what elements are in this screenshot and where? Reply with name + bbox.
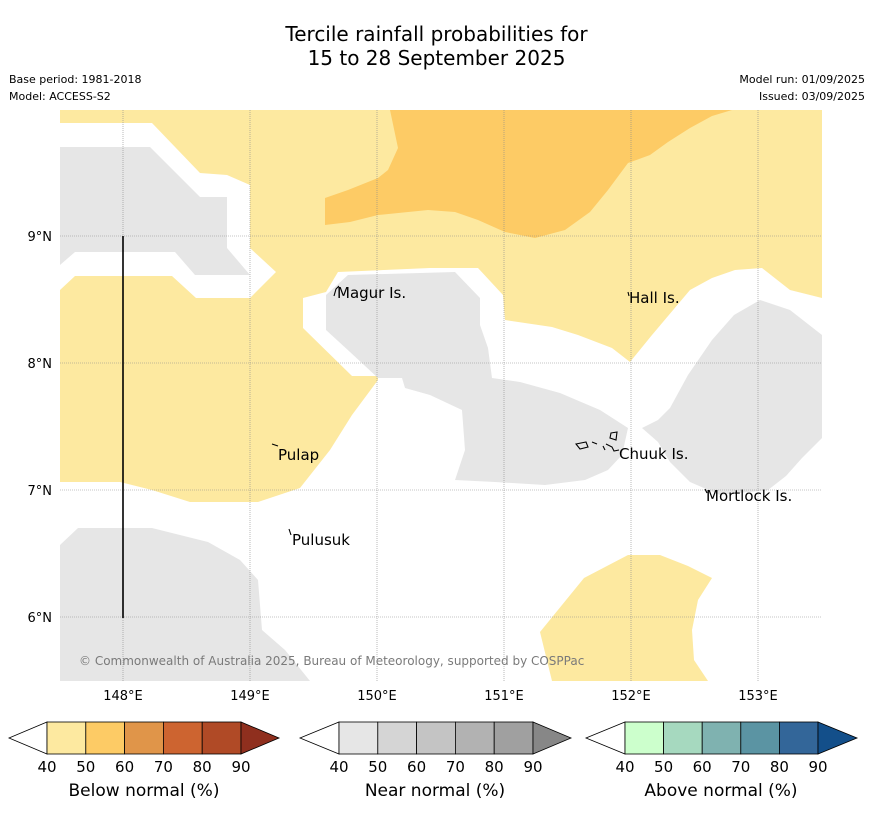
colorbar-extend-high	[532, 721, 573, 755]
latitude-ticks: 9°N 8°N 7°N 6°N	[28, 230, 53, 626]
colorbar-extend-low	[7, 721, 48, 755]
colorbar-segment	[416, 721, 456, 755]
colorbar-tick-label: 50	[76, 758, 95, 776]
colorbar-tick-label: 90	[808, 758, 827, 776]
title-line-2: 15 to 28 September 2025	[307, 46, 566, 70]
colorbar-segment	[701, 721, 742, 755]
hall-island-shape	[627, 291, 630, 297]
near-normal-region-central	[326, 272, 628, 485]
colorbar-tick-label: 70	[446, 758, 465, 776]
magur-island-shape	[333, 285, 340, 297]
lat-tick-label: 9°N	[28, 230, 53, 245]
colorbar: 40 50 60 70 80 90	[7, 721, 281, 776]
colorbar-segment	[338, 721, 379, 755]
colorbar-tick-label: 50	[654, 758, 673, 776]
lat-tick-label: 6°N	[28, 611, 53, 626]
colorbar-label-below: Below normal (%)	[68, 781, 220, 801]
colorbar-segment	[201, 721, 242, 755]
colorbar-label-above: Above normal (%)	[644, 781, 798, 801]
lat-tick-label: 8°N	[28, 357, 53, 372]
colorbar-tick-label: 60	[115, 758, 134, 776]
colorbar-extend-low	[298, 721, 340, 755]
place-label: Magur Is.	[337, 284, 406, 302]
below-normal-region-north	[60, 110, 822, 502]
colorbar-segment	[162, 721, 203, 755]
lat-tick-label: 7°N	[28, 484, 53, 499]
colorbar-segment	[85, 721, 126, 755]
model-text: Model: ACCESS-S2	[9, 90, 111, 103]
gridlines	[60, 110, 822, 681]
map-area: Magur Is. Hall Is. Pulap Chuuk Is. Mortl…	[60, 110, 822, 681]
place-label: Chuuk Is.	[619, 445, 688, 463]
colorbar-label-near: Near normal (%)	[364, 781, 506, 801]
colorbar-tick-label: 90	[231, 758, 250, 776]
colorbar-segment	[46, 721, 87, 755]
pulusuk-island-shape	[288, 528, 292, 536]
pulap-island-shape	[271, 443, 279, 447]
colorbar-extend-high	[817, 721, 859, 755]
meta-right: Model run: 01/09/2025 Issued: 03/09/2025	[739, 71, 865, 105]
chuuk-island-shapes	[575, 431, 620, 452]
near-normal-region-northwest	[60, 147, 250, 275]
colorbar-tick-label: 70	[731, 758, 750, 776]
copyright-text: © Commonwealth of Australia 2025, Bureau…	[79, 654, 584, 668]
colorbar-tick-label: 80	[770, 758, 789, 776]
lon-tick-label: 152°E	[611, 689, 651, 704]
model-run-text: Model run: 01/09/2025	[739, 73, 865, 86]
colorbar-segment	[124, 721, 164, 755]
colorbar-tick-label: 40	[615, 758, 634, 776]
colorbar-tick-label: 70	[154, 758, 173, 776]
colorbar-segment	[454, 721, 495, 755]
place-label: Hall Is.	[629, 289, 680, 307]
colorbar-tick-label: 80	[485, 758, 504, 776]
colorbar-tick-label: 40	[37, 758, 56, 776]
place-label: Mortlock Is.	[706, 487, 792, 505]
colorbar-tick-label: 60	[693, 758, 712, 776]
lon-tick-label: 150°E	[357, 689, 397, 704]
colorbars: 40 50 60 70 80 90 40 50 60 70 80 90 40 50 60 70 80 90	[7, 721, 859, 776]
colorbar-extend-high	[240, 721, 281, 755]
colorbar-segment	[663, 721, 703, 755]
mortlock-island-shape	[704, 488, 708, 494]
colorbar: 40 50 60 70 80 90	[298, 721, 573, 776]
lon-tick-label: 151°E	[484, 689, 524, 704]
title-line-1: Tercile rainfall probabilities for	[285, 22, 588, 46]
colorbar-segment	[740, 721, 780, 755]
below-normal-region-southeast	[540, 555, 712, 681]
colorbar-tick-label: 80	[193, 758, 212, 776]
near-normal-region-east	[642, 300, 822, 495]
islands	[271, 285, 708, 536]
chart-title: Tercile rainfall probabilities for 15 to…	[0, 22, 873, 70]
place-labels: Magur Is. Hall Is. Pulap Chuuk Is. Mortl…	[278, 284, 792, 549]
issued-text: Issued: 03/09/2025	[758, 90, 865, 103]
colorbar-tick-label: 50	[368, 758, 387, 776]
longitude-ticks: 148°E 149°E 150°E 151°E 152°E 153°E	[103, 689, 778, 704]
below-normal-strong-region	[325, 110, 732, 238]
meta-left: Base period: 1981-2018 Model: ACCESS-S2	[9, 71, 141, 105]
colorbar-segment	[493, 721, 534, 755]
lon-tick-label: 149°E	[230, 689, 270, 704]
colorbar-segment	[377, 721, 417, 755]
colorbar: 40 50 60 70 80 90	[584, 721, 859, 776]
colorbar-segment	[624, 721, 664, 755]
colorbar-tick-label: 90	[523, 758, 542, 776]
place-label: Pulap	[278, 446, 319, 464]
place-label: Pulusuk	[292, 531, 350, 549]
colorbar-segment	[779, 721, 819, 755]
lon-tick-label: 153°E	[738, 689, 778, 704]
colorbar-tick-label: 60	[407, 758, 426, 776]
lon-tick-label: 148°E	[103, 689, 143, 704]
colorbar-tick-label: 40	[329, 758, 348, 776]
colorbar-extend-low	[584, 721, 626, 755]
base-period-text: Base period: 1981-2018	[9, 73, 142, 86]
